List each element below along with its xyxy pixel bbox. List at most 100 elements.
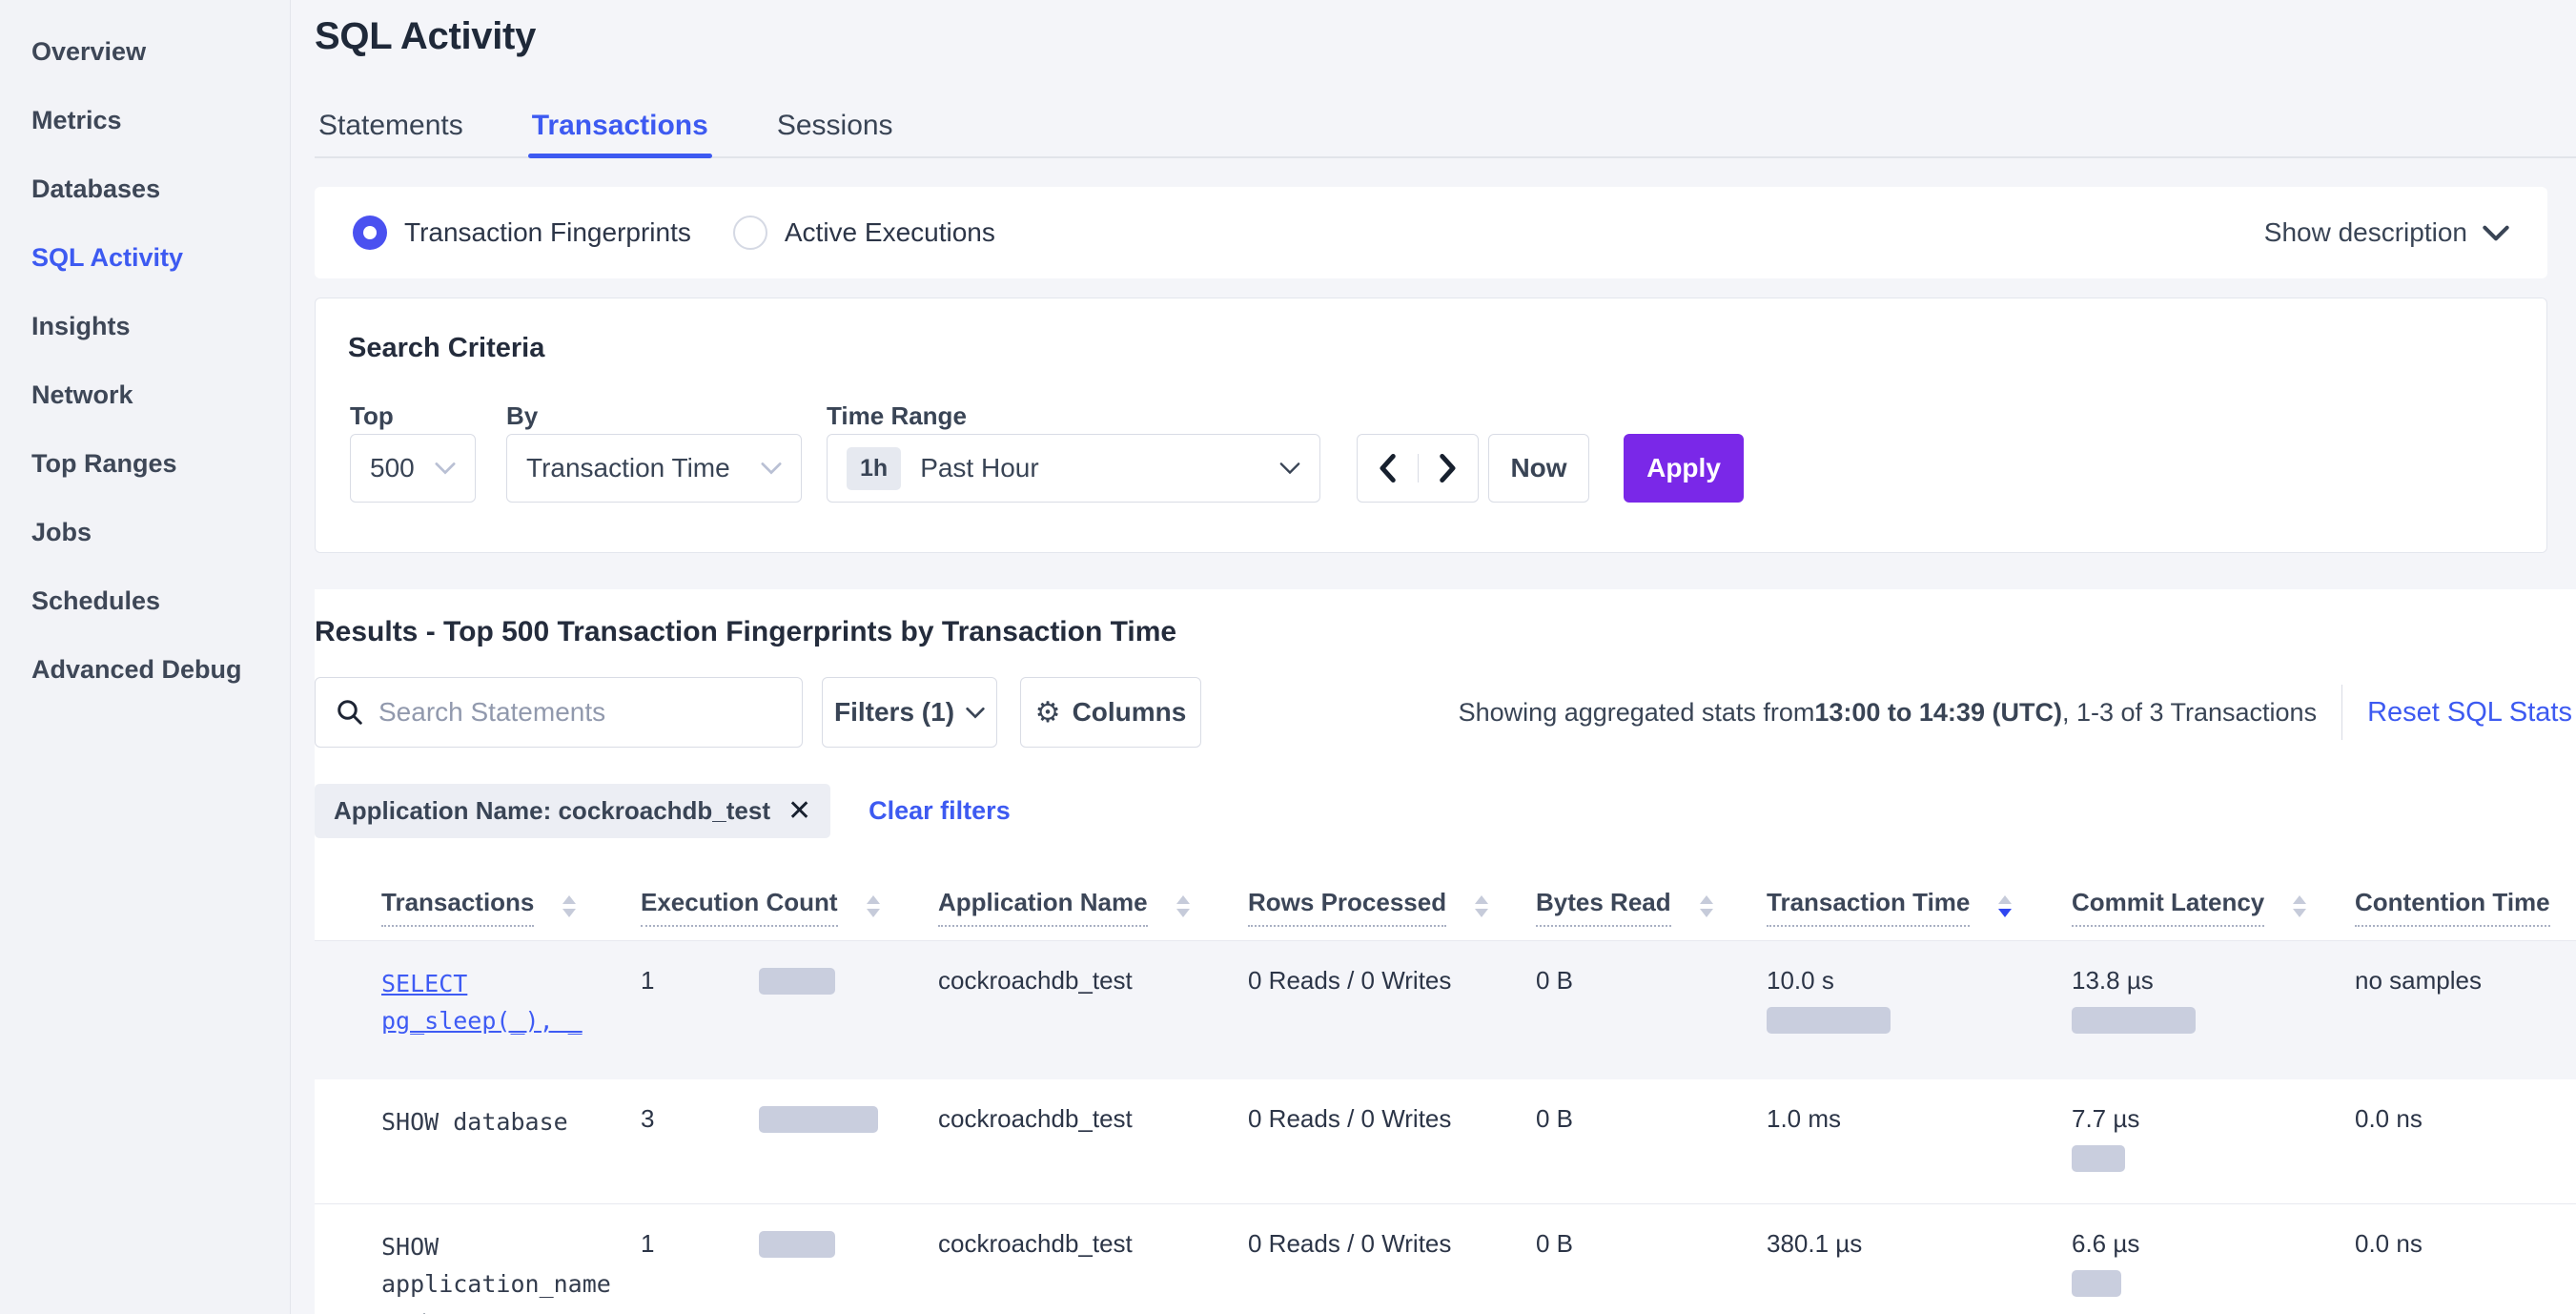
column-header-execution-count[interactable]: Execution Count (641, 888, 938, 927)
sidebar: Overview Metrics Databases SQL Activity … (0, 0, 291, 1314)
filters-button[interactable]: Filters (1) (822, 677, 997, 748)
tab-sessions[interactable]: Sessions (776, 110, 893, 141)
sidebar-item-metrics[interactable]: Metrics (31, 105, 122, 134)
columns-label: Columns (1072, 697, 1187, 727)
contention-time-cell: 0.0 ns (2355, 1229, 2423, 1258)
close-icon[interactable]: ✕ (787, 794, 812, 827)
table-row: SHOW database 3 cockroachdb_test 0 Reads… (315, 1079, 2576, 1203)
bytes-read-cell: 0 B (1536, 966, 1574, 995)
column-header-bytes-read[interactable]: Bytes Read (1536, 888, 1767, 927)
clear-filters-link[interactable]: Clear filters (869, 796, 1011, 825)
tab-statements[interactable]: Statements (318, 110, 463, 141)
rows-processed-cell: 0 Reads / 0 Writes (1248, 966, 1452, 995)
apply-button[interactable]: Apply (1624, 434, 1744, 503)
radio-transaction-fingerprints[interactable]: Transaction Fingerprints (353, 216, 691, 250)
table-row: SHOW application_name 1 cockroachdb_test… (315, 1203, 2576, 1314)
time-range-value: Past Hour (920, 453, 1039, 482)
column-header-commit-latency[interactable]: Commit Latency (2072, 888, 2355, 927)
transaction-fingerprint-link[interactable]: SELECT pg_sleep(_), _ (381, 970, 583, 1035)
time-range-label: Time Range (827, 401, 967, 430)
reset-sql-stats-link[interactable]: Reset SQL Stats (2367, 696, 2572, 728)
search-icon (336, 698, 364, 731)
aggregated-stats-text: Showing aggregated stats from 13:00 to 1… (1458, 697, 2318, 727)
sidebar-item-insights[interactable]: Insights (31, 311, 131, 340)
sidebar-item-advanced-debug[interactable]: Advanced Debug (31, 654, 242, 684)
table-header-row: Transactions Execution Count Application… (315, 859, 2576, 941)
next-time-button[interactable] (1419, 454, 1479, 482)
sort-icon (1699, 895, 1713, 917)
filter-chip-label: Application Name: cockroachdb_test (334, 796, 770, 825)
transaction-fingerprint-text: SHOW application_name (381, 1233, 611, 1298)
search-criteria-title: Search Criteria (348, 333, 545, 363)
top-label: Top (350, 401, 394, 430)
columns-button[interactable]: ⚙ Columns (1020, 677, 1201, 748)
page-title: SQL Activity (315, 15, 537, 57)
now-button[interactable]: Now (1488, 434, 1589, 503)
tab-transactions[interactable]: Transactions (527, 95, 712, 158)
filter-chip-application-name: Application Name: cockroachdb_test ✕ (315, 784, 831, 838)
show-description-toggle[interactable]: Show description (2264, 217, 2509, 248)
column-header-rows-processed[interactable]: Rows Processed (1248, 888, 1536, 927)
commit-latency-cell: 6.6 µs (2072, 1229, 2355, 1314)
chevron-down-icon (435, 462, 456, 475)
execution-count-bar (759, 1106, 879, 1133)
commit-latency-bar (2072, 1007, 2196, 1034)
execution-count-bar (759, 1231, 836, 1258)
execution-count-bar (759, 968, 836, 995)
transaction-time-cell: 10.0 s (1767, 966, 2072, 1066)
chevron-down-icon (966, 707, 985, 719)
previous-time-button[interactable] (1358, 454, 1419, 482)
application-name-cell: cockroachdb_test (938, 1229, 1133, 1258)
radio-selected-icon (353, 216, 387, 250)
contention-time-cell: no samples (2355, 966, 2482, 995)
commit-latency-bar (2072, 1270, 2121, 1297)
table-row: SELECT pg_sleep(_), _ 1 cockroachdb_test… (315, 941, 2576, 1079)
radio-unselected-icon (732, 216, 767, 250)
sidebar-item-databases[interactable]: Databases (31, 174, 161, 203)
transaction-time-cell: 1.0 ms (1767, 1104, 1842, 1133)
sidebar-item-schedules[interactable]: Schedules (31, 585, 161, 615)
execution-count-cell: 1 (641, 1229, 938, 1314)
time-range-select[interactable]: 1h Past Hour (827, 434, 1320, 503)
chevron-down-icon (761, 462, 782, 475)
application-name-cell: cockroachdb_test (938, 966, 1133, 995)
gear-icon: ⚙ (1034, 695, 1061, 729)
sort-icon (1475, 895, 1489, 917)
sidebar-item-overview[interactable]: Overview (31, 36, 147, 66)
contention-time-cell: 0.0 ns (2355, 1104, 2423, 1133)
sidebar-item-sql-activity[interactable]: SQL Activity (31, 242, 184, 272)
show-description-label: Show description (2263, 217, 2467, 247)
sidebar-item-top-ranges[interactable]: Top Ranges (31, 448, 177, 478)
column-header-application-name[interactable]: Application Name (938, 888, 1248, 927)
commit-latency-cell: 13.8 µs (2072, 966, 2355, 1066)
rows-processed-cell: 0 Reads / 0 Writes (1248, 1229, 1452, 1258)
bytes-read-cell: 0 B (1536, 1229, 1574, 1258)
sidebar-item-network[interactable]: Network (31, 380, 133, 409)
active-filters-row: Application Name: cockroachdb_test ✕ Cle… (315, 784, 2576, 838)
sort-icon (2293, 895, 2307, 917)
sort-icon-active-desc (1998, 895, 2013, 917)
rows-processed-cell: 0 Reads / 0 Writes (1248, 1104, 1452, 1133)
column-header-transactions[interactable]: Transactions (381, 888, 641, 927)
sidebar-item-jobs[interactable]: Jobs (31, 517, 92, 546)
radio-active-executions[interactable]: Active Executions (732, 216, 995, 250)
sort-icon (866, 895, 880, 917)
results-heading: Results - Top 500 Transaction Fingerprin… (315, 616, 1177, 647)
view-mode-card: Transaction Fingerprints Active Executio… (315, 187, 2547, 278)
transaction-time-bar (1767, 1007, 1891, 1034)
column-header-transaction-time[interactable]: Transaction Time (1767, 888, 2072, 927)
search-statements-input[interactable] (315, 677, 803, 748)
column-header-contention-time[interactable]: Contention Time (2355, 888, 2576, 927)
time-step-buttons (1357, 434, 1479, 503)
radio-label: Transaction Fingerprints (404, 217, 691, 247)
by-select[interactable]: Transaction Time (506, 434, 802, 503)
by-label: By (506, 401, 539, 430)
by-select-value: Transaction Time (526, 453, 730, 482)
radio-label: Active Executions (784, 217, 995, 247)
top-select-value: 500 (370, 453, 415, 482)
results-section: Results - Top 500 Transaction Fingerprin… (315, 589, 2576, 1314)
top-select[interactable]: 500 (350, 434, 476, 503)
application-name-cell: cockroachdb_test (938, 1104, 1133, 1133)
tab-bar: Statements Transactions Sessions (315, 95, 2576, 158)
execution-count-cell: 3 (641, 1104, 938, 1190)
